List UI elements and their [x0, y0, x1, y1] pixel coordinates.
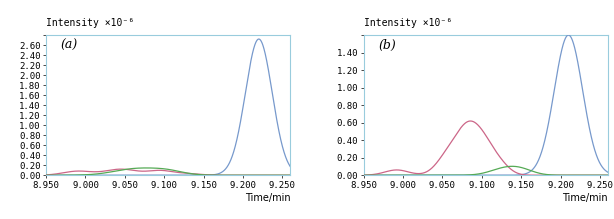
Text: Intensity ×10⁻⁶: Intensity ×10⁻⁶ [363, 18, 452, 28]
Text: (a): (a) [61, 39, 78, 52]
X-axis label: Time/min: Time/min [562, 193, 608, 203]
X-axis label: Time/min: Time/min [245, 193, 290, 203]
Text: (b): (b) [378, 39, 396, 52]
Text: Intensity ×10⁻⁶: Intensity ×10⁻⁶ [46, 18, 134, 28]
